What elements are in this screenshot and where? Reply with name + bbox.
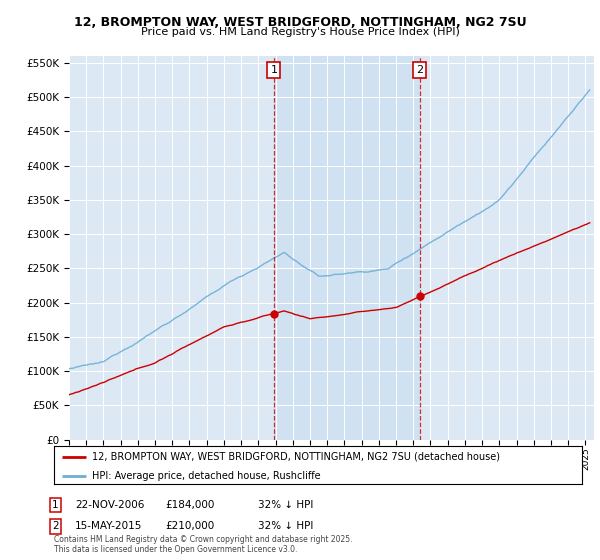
Text: 1: 1 (271, 65, 277, 74)
Text: Contains HM Land Registry data © Crown copyright and database right 2025.
This d: Contains HM Land Registry data © Crown c… (54, 535, 353, 554)
Text: 2: 2 (52, 521, 59, 531)
Text: 1: 1 (52, 500, 59, 510)
Text: 2: 2 (416, 65, 423, 74)
Text: 32% ↓ HPI: 32% ↓ HPI (258, 521, 313, 531)
Text: Price paid vs. HM Land Registry's House Price Index (HPI): Price paid vs. HM Land Registry's House … (140, 27, 460, 37)
Text: 12, BROMPTON WAY, WEST BRIDGFORD, NOTTINGHAM, NG2 7SU (detached house): 12, BROMPTON WAY, WEST BRIDGFORD, NOTTIN… (92, 452, 500, 462)
Text: £184,000: £184,000 (165, 500, 214, 510)
Text: HPI: Average price, detached house, Rushcliffe: HPI: Average price, detached house, Rush… (92, 471, 320, 481)
Text: 12, BROMPTON WAY, WEST BRIDGFORD, NOTTINGHAM, NG2 7SU: 12, BROMPTON WAY, WEST BRIDGFORD, NOTTIN… (74, 16, 526, 29)
Bar (274, 56, 419, 440)
Text: £210,000: £210,000 (165, 521, 214, 531)
Text: 32% ↓ HPI: 32% ↓ HPI (258, 500, 313, 510)
Text: 22-NOV-2006: 22-NOV-2006 (75, 500, 145, 510)
Text: 15-MAY-2015: 15-MAY-2015 (75, 521, 142, 531)
